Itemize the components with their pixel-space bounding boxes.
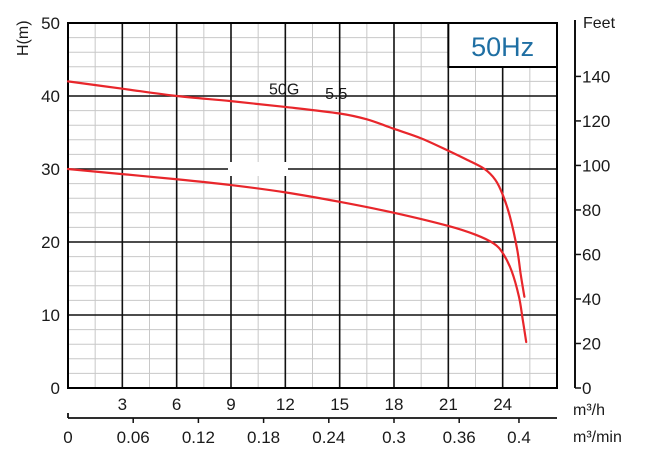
y-left-tick-label: 0 — [51, 379, 60, 398]
y-right-tick-label: 60 — [582, 245, 601, 264]
performance-curve — [66, 80, 526, 298]
x-primary-tick-label: 3 — [118, 395, 127, 414]
x-secondary-tick-label: 0 — [63, 428, 72, 447]
x-secondary-tick-label: 0.06 — [117, 428, 150, 447]
x-axis-primary-title: m³/h — [573, 402, 605, 419]
curve-annotations: 50G 5.5 — [269, 82, 347, 103]
x-axis-primary: 3 6 9 12 15 18 21 24 — [118, 395, 513, 414]
x-axis-secondary: 0 0.06 0.12 0.18 0.24 0.3 0.36 0.4 — [63, 413, 557, 447]
x-secondary-tick-label: 0.24 — [312, 428, 345, 447]
x-secondary-tick-label: 0.3 — [382, 428, 406, 447]
x-primary-tick-label: 6 — [172, 395, 181, 414]
y-left-tick-label: 10 — [41, 306, 60, 325]
label-gap — [228, 162, 288, 176]
y-axis-left: 0 10 20 30 40 50 — [41, 14, 60, 398]
x-primary-tick-label: 12 — [276, 395, 295, 414]
x-secondary-tick-label: 0.4 — [507, 428, 531, 447]
x-secondary-tick-label: 0.12 — [182, 428, 215, 447]
y-right-tick-label: 140 — [582, 67, 610, 86]
y-right-tick-label: 120 — [582, 112, 610, 131]
y-axis-right: 0 20 40 60 80 100 120 140 — [574, 20, 610, 398]
y-right-tick-label: 40 — [582, 290, 601, 309]
performance-curve — [66, 167, 528, 344]
curves — [66, 80, 528, 344]
y-left-tick-label: 30 — [41, 160, 60, 179]
x-primary-tick-label: 9 — [226, 395, 235, 414]
y-left-tick-label: 20 — [41, 233, 60, 252]
y-right-tick-label: 100 — [582, 156, 610, 175]
major-grid — [68, 23, 557, 388]
x-primary-tick-label: 18 — [385, 395, 404, 414]
x-secondary-tick-label: 0.18 — [247, 428, 280, 447]
y-right-tick-label: 0 — [582, 379, 591, 398]
x-primary-tick-label: 24 — [493, 395, 512, 414]
x-secondary-tick-label: 0.36 — [443, 428, 476, 447]
x-primary-tick-label: 15 — [330, 395, 349, 414]
y-left-tick-label: 40 — [41, 87, 60, 106]
minor-grid — [68, 23, 557, 388]
y-left-tick-label: 50 — [41, 14, 60, 33]
x-primary-tick-label: 21 — [439, 395, 458, 414]
plot-frame — [67, 22, 558, 389]
y-axis-right-title: Feet — [583, 15, 616, 32]
y-right-tick-label: 80 — [582, 201, 601, 220]
frequency-badge: 50Hz — [471, 32, 534, 62]
curve-label: 5.5 — [325, 86, 347, 103]
x-axis-secondary-title: m³/min — [573, 429, 622, 446]
y-right-tick-label: 20 — [582, 334, 601, 353]
curve-label: 50G — [269, 82, 299, 99]
y-axis-left-title: H(m) — [15, 20, 32, 56]
